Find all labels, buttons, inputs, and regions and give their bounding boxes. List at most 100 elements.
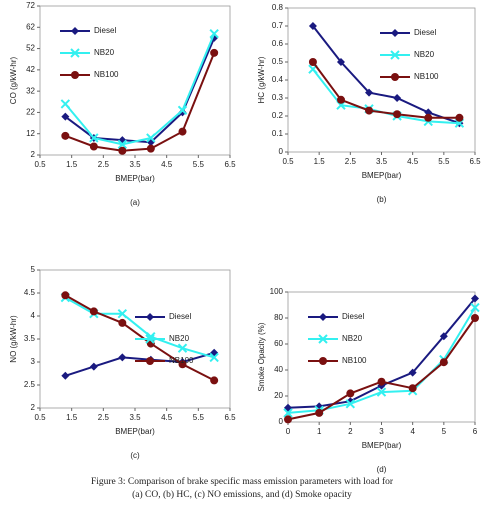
marker bbox=[439, 358, 448, 367]
x-tick-label: 1 bbox=[317, 427, 322, 436]
marker bbox=[455, 113, 464, 122]
x-tick-label: 2.5 bbox=[98, 413, 110, 422]
y-axis-label: HC (g/kW-hr) bbox=[257, 56, 266, 103]
y-tick-label: 60 bbox=[274, 339, 283, 348]
y-tick-label: 22 bbox=[26, 108, 35, 117]
y-tick-label: 62 bbox=[26, 22, 35, 31]
marker bbox=[177, 105, 188, 116]
y-tick-label: 32 bbox=[26, 86, 35, 95]
marker bbox=[319, 313, 327, 321]
marker bbox=[471, 294, 479, 303]
marker bbox=[118, 146, 127, 155]
y-tick-label: 4.5 bbox=[24, 288, 36, 297]
legend-label: Diesel bbox=[169, 312, 191, 321]
marker bbox=[391, 29, 399, 37]
y-tick-label: 20 bbox=[274, 391, 283, 400]
x-tick-label: 0.5 bbox=[34, 160, 46, 169]
y-tick-label: 3.5 bbox=[24, 334, 36, 343]
y-axis-label: NO (g/kW-hr) bbox=[9, 315, 18, 363]
legend-label: Diesel bbox=[94, 26, 116, 35]
legend-label: NB100 bbox=[94, 70, 119, 79]
series-line bbox=[65, 351, 215, 377]
series-line bbox=[64, 294, 215, 382]
x-tick-label: 5 bbox=[442, 427, 447, 436]
marker bbox=[178, 360, 187, 369]
series-line bbox=[64, 52, 216, 152]
marker bbox=[336, 95, 345, 104]
marker bbox=[391, 73, 399, 81]
series-line bbox=[312, 25, 460, 125]
x-tick-label: 4.5 bbox=[161, 413, 173, 422]
x-tick-label: 1.5 bbox=[66, 160, 78, 169]
y-tick-label: 0.8 bbox=[272, 3, 284, 12]
legend-label: NB100 bbox=[169, 356, 194, 365]
legend-label: Diesel bbox=[414, 28, 436, 37]
legend-label: NB20 bbox=[94, 48, 115, 57]
y-axis-label: CO (g/kW-hr) bbox=[9, 56, 18, 104]
y-tick-label: 40 bbox=[274, 365, 283, 374]
marker bbox=[89, 362, 98, 371]
y-tick-label: 80 bbox=[274, 313, 283, 322]
panel-label: (a) bbox=[130, 198, 140, 207]
y-tick-label: 2.5 bbox=[24, 380, 36, 389]
panel-label: (b) bbox=[377, 195, 387, 204]
marker bbox=[210, 48, 219, 57]
y-tick-label: 5 bbox=[31, 265, 36, 274]
x-axis-label: BMEP(bar) bbox=[115, 174, 155, 183]
series-line bbox=[64, 296, 215, 359]
x-tick-label: 4.5 bbox=[407, 157, 419, 166]
series-line bbox=[64, 33, 216, 146]
marker bbox=[89, 142, 98, 151]
marker bbox=[61, 371, 70, 380]
y-tick-label: 52 bbox=[26, 44, 35, 53]
y-tick-label: 0.2 bbox=[272, 111, 284, 120]
x-tick-label: 0 bbox=[286, 427, 291, 436]
marker bbox=[315, 408, 324, 417]
x-tick-label: 1.5 bbox=[314, 157, 326, 166]
x-tick-label: 6 bbox=[473, 427, 478, 436]
x-tick-label: 4.5 bbox=[161, 160, 173, 169]
x-tick-label: 5.5 bbox=[193, 160, 205, 169]
x-tick-label: 0.5 bbox=[282, 157, 294, 166]
marker bbox=[118, 353, 127, 362]
y-tick-label: 4 bbox=[31, 311, 36, 320]
x-tick-label: 3.5 bbox=[129, 413, 141, 422]
marker bbox=[365, 88, 374, 97]
marker bbox=[89, 133, 99, 143]
marker bbox=[308, 22, 317, 30]
panel-label: (d) bbox=[377, 465, 387, 474]
marker bbox=[319, 357, 327, 365]
marker bbox=[60, 99, 71, 109]
marker bbox=[345, 399, 356, 409]
marker bbox=[118, 318, 127, 327]
marker bbox=[365, 106, 374, 115]
series-line bbox=[312, 61, 460, 119]
x-tick-label: 3 bbox=[379, 427, 384, 436]
x-tick-label: 6.5 bbox=[224, 160, 236, 169]
caption-line: (a) CO, (b) HC, (c) NO emissions, and (d… bbox=[132, 489, 352, 500]
y-tick-label: 0.1 bbox=[272, 129, 284, 138]
marker bbox=[209, 352, 219, 363]
marker bbox=[209, 28, 219, 39]
marker bbox=[284, 415, 292, 424]
x-tick-label: 4 bbox=[410, 427, 415, 436]
x-axis-label: BMEP(bar) bbox=[362, 171, 402, 180]
x-axis-label: BMEP(bar) bbox=[115, 427, 155, 436]
legend-label: NB20 bbox=[414, 50, 435, 59]
y-tick-label: 0.3 bbox=[272, 93, 284, 102]
marker bbox=[178, 108, 187, 117]
y-tick-label: 0 bbox=[279, 417, 284, 426]
marker bbox=[408, 384, 417, 393]
marker bbox=[308, 58, 317, 66]
x-tick-label: 1.5 bbox=[66, 413, 78, 422]
x-tick-label: 6.5 bbox=[224, 413, 236, 422]
marker bbox=[71, 27, 79, 35]
legend-label: NB20 bbox=[342, 334, 363, 343]
marker bbox=[346, 389, 355, 398]
x-tick-label: 2 bbox=[348, 427, 353, 436]
x-tick-label: 3.5 bbox=[376, 157, 388, 166]
x-tick-label: 6.5 bbox=[469, 157, 481, 166]
marker bbox=[336, 58, 345, 66]
y-tick-label: 42 bbox=[26, 65, 35, 74]
marker bbox=[318, 334, 328, 344]
